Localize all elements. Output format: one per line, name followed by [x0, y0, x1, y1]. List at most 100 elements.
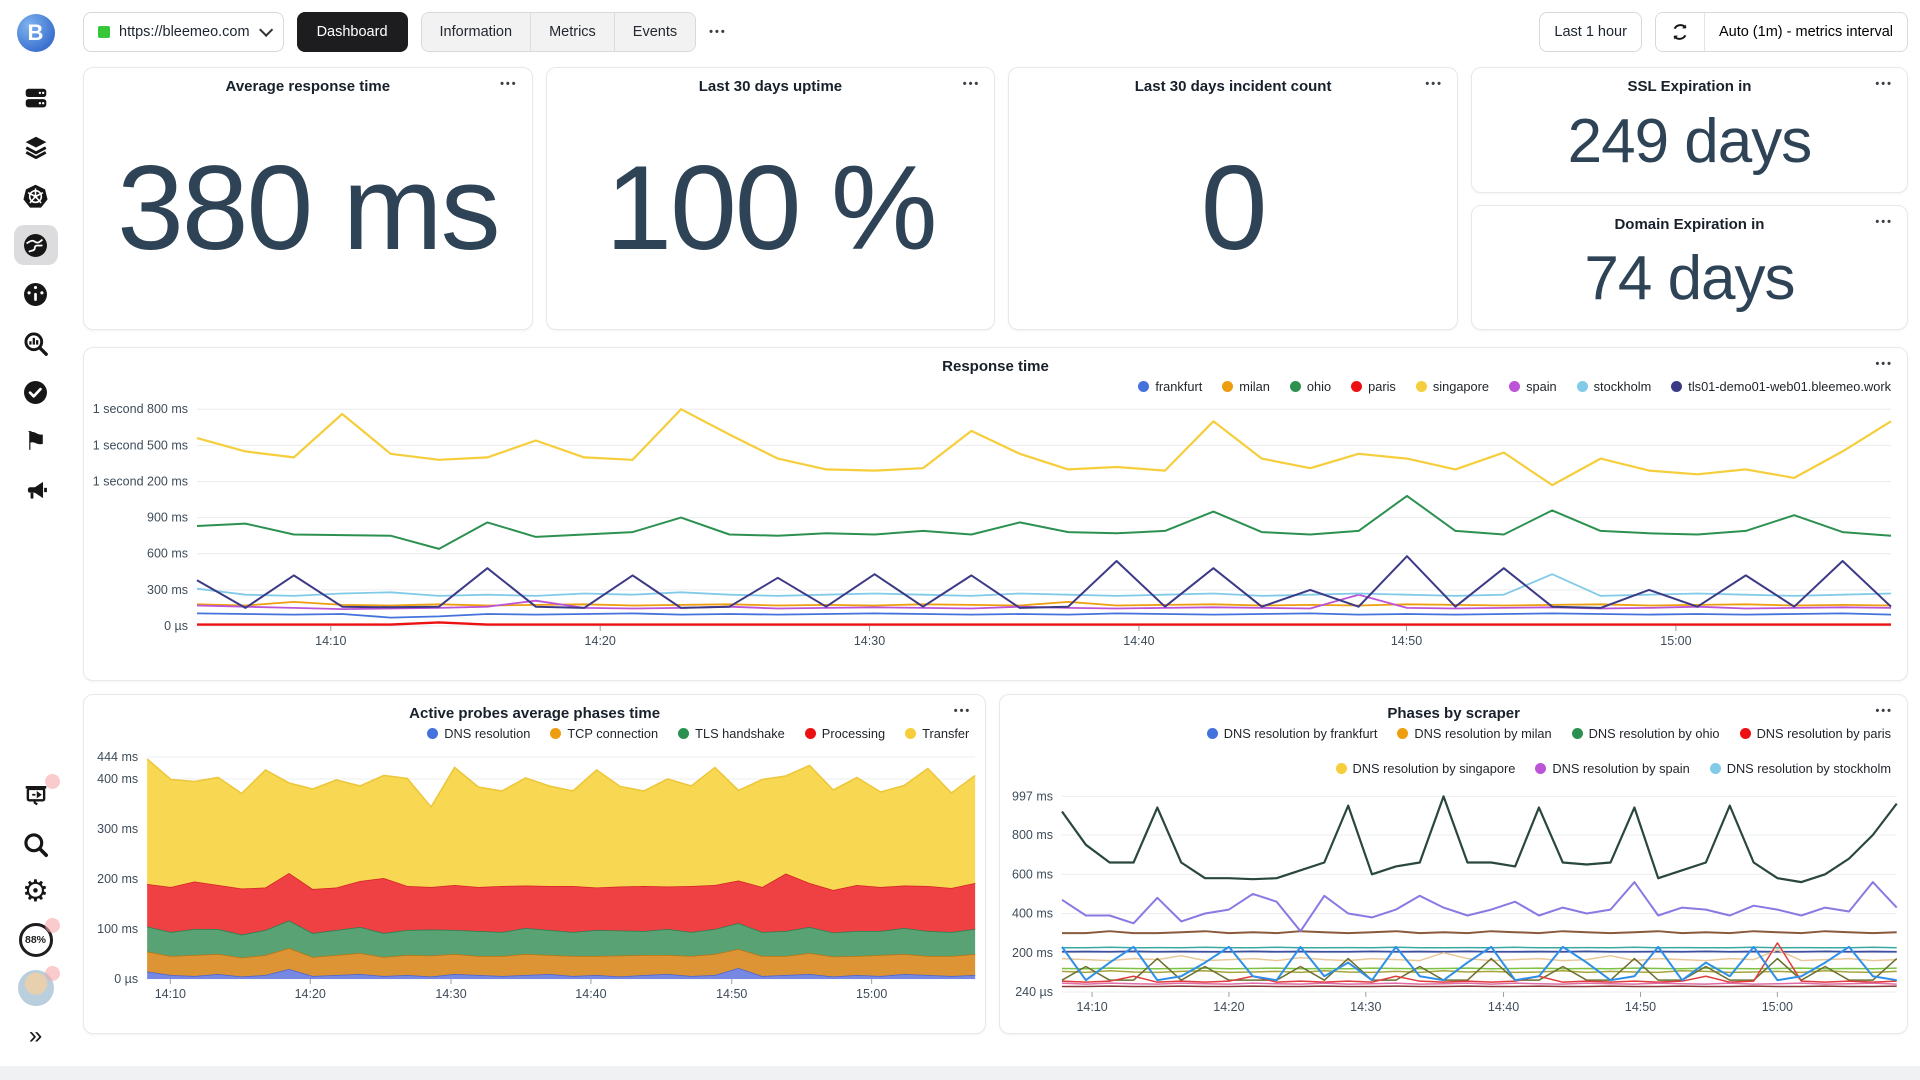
legend-item[interactable]: Processing — [804, 726, 885, 741]
svg-text:300 ms: 300 ms — [97, 822, 138, 836]
svg-text:800 ms: 800 ms — [1012, 828, 1053, 842]
card-menu-button[interactable]: ••• — [500, 78, 518, 90]
legend-dot — [1222, 381, 1234, 392]
legend-item[interactable]: ohio — [1289, 379, 1331, 394]
sidebar-item-dashboards[interactable] — [14, 274, 58, 314]
legend-item[interactable]: DNS resolution by stockholm — [1709, 761, 1891, 776]
sidebar-collapse-button[interactable]: » — [14, 1016, 58, 1056]
active-probes-chart[interactable]: 444 ms 400 ms 300 ms 200 ms 100 ms 0 µs 14:10 1… — [84, 741, 985, 1005]
gear-icon: ⚙ — [22, 875, 49, 908]
sidebar-bottom: ⚙ 88% » — [14, 774, 60, 1056]
legend-item[interactable]: DNS resolution by spain — [1535, 761, 1690, 776]
sidebar: B — [0, 0, 71, 1066]
svg-text:200 ms: 200 ms — [97, 872, 138, 886]
card-menu-button[interactable]: ••• — [1425, 78, 1443, 90]
svg-text:400 ms: 400 ms — [97, 772, 138, 786]
sidebar-item-flags[interactable]: ⚑ — [14, 421, 58, 461]
legend-dot — [1351, 381, 1363, 392]
legend-item[interactable]: DNS resolution by milan — [1397, 726, 1552, 741]
more-tabs-button[interactable]: ••• — [709, 25, 727, 38]
sidebar-item-web-monitoring[interactable] — [13, 225, 58, 265]
legend-dot — [1709, 763, 1721, 774]
svg-text:14:20: 14:20 — [1214, 1000, 1245, 1014]
legend-dot — [1397, 728, 1409, 739]
legend-item[interactable]: tls01-demo01-web01.bleemeo.work — [1671, 379, 1891, 394]
legend-item[interactable]: DNS resolution by paris — [1739, 726, 1891, 741]
legend-item[interactable]: milan — [1222, 379, 1270, 394]
sidebar-item-settings[interactable]: ⚙ — [14, 872, 58, 912]
svg-text:14:20: 14:20 — [585, 634, 616, 648]
legend-dot — [1739, 728, 1751, 739]
response-time-panel: Response time ••• frankfurt milan ohio pari… — [83, 347, 1908, 681]
legend-item[interactable]: DNS resolution by singapore — [1335, 761, 1515, 776]
svg-text:0 µs: 0 µs — [114, 972, 138, 986]
sidebar-item-usage[interactable]: 88% — [14, 918, 60, 960]
response-time-chart[interactable]: 1 second 800 ms 1 second 500 ms 1 second 2… — [84, 394, 1907, 652]
svg-text:400 ms: 400 ms — [1012, 906, 1053, 920]
card-menu-button[interactable]: ••• — [953, 705, 972, 717]
main-content: https://bleemeo.com Dashboard Informatio… — [71, 0, 1920, 1066]
legend-item[interactable]: Transfer — [905, 726, 969, 741]
time-range-button[interactable]: Last 1 hour — [1539, 11, 1642, 52]
refresh-group: Auto (1m) - metrics interval — [1654, 11, 1908, 52]
tab-dashboard[interactable]: Dashboard — [296, 11, 408, 52]
site-selector[interactable]: https://bleemeo.com — [83, 11, 284, 52]
sidebar-item-announcements[interactable] — [14, 470, 58, 510]
kpi-value: 0 — [1200, 141, 1268, 275]
sidebar-item-containers[interactable] — [14, 127, 58, 167]
svg-text:1 second 500 ms: 1 second 500 ms — [93, 438, 188, 452]
sidebar-item-tour[interactable] — [14, 774, 60, 816]
bleemeo-logo[interactable]: B — [16, 14, 55, 52]
panel-title: Phases by scraper — [1387, 705, 1520, 722]
phases-by-scraper-chart[interactable]: 997 ms 800 ms 600 ms 400 ms 200 ms 240 µs 14:1… — [1000, 776, 1907, 1018]
flag-icon: ⚑ — [23, 426, 48, 456]
sidebar-item-metrics-explorer[interactable] — [14, 323, 58, 363]
kpi-card-domain: Domain Expiration in ••• 74 days — [1470, 204, 1908, 330]
kpi-value: 380 ms — [117, 141, 501, 275]
legend-item[interactable]: TCP connection — [550, 726, 658, 741]
legend-dot — [678, 728, 690, 739]
legend-item[interactable]: spain — [1509, 379, 1557, 394]
svg-text:200 ms: 200 ms — [1012, 946, 1053, 960]
legend-dot — [427, 728, 439, 739]
svg-text:15:00: 15:00 — [1660, 634, 1691, 648]
card-menu-button[interactable]: ••• — [962, 78, 981, 90]
card-menu-button[interactable]: ••• — [1875, 78, 1893, 90]
legend-item[interactable]: DNS resolution — [427, 726, 530, 741]
svg-text:100 ms: 100 ms — [97, 922, 138, 936]
bottom-strip — [0, 1066, 1920, 1080]
sidebar-item-checks[interactable] — [14, 372, 58, 412]
svg-text:14:20: 14:20 — [295, 987, 326, 1001]
legend-item[interactable]: DNS resolution by ohio — [1571, 726, 1720, 741]
legend-item[interactable]: TLS handshake — [678, 726, 785, 741]
legend-item[interactable]: frankfurt — [1138, 379, 1202, 394]
kpi-value: 249 days — [1567, 106, 1813, 176]
bottom-row: Active probes average phases time ••• DN… — [83, 694, 1908, 1034]
kpi-card-response-time: Average response time ••• 380 ms — [83, 67, 533, 330]
svg-text:14:50: 14:50 — [1391, 634, 1422, 648]
legend-item[interactable]: singapore — [1415, 379, 1489, 394]
metrics-interval-button[interactable]: Auto (1m) - metrics interval — [1703, 12, 1907, 51]
sidebar-item-servers[interactable] — [14, 78, 58, 118]
site-url: https://bleemeo.com — [119, 23, 250, 40]
card-menu-button[interactable]: ••• — [1875, 358, 1893, 370]
legend-item[interactable]: stockholm — [1576, 379, 1651, 394]
card-menu-button[interactable]: ••• — [1875, 215, 1893, 228]
sidebar-nav: ⚑ — [13, 78, 58, 510]
card-menu-button[interactable]: ••• — [1875, 705, 1893, 717]
panel-title: Active probes average phases time — [409, 705, 661, 722]
legend-item[interactable]: DNS resolution by frankfurt — [1206, 726, 1377, 741]
sidebar-item-kubernetes[interactable] — [14, 176, 58, 216]
sidebar-item-profile[interactable] — [14, 966, 60, 1008]
svg-text:1 second 800 ms: 1 second 800 ms — [93, 402, 188, 416]
gauge-icon — [24, 282, 47, 306]
tab-metrics[interactable]: Metrics — [530, 12, 614, 51]
tab-events[interactable]: Events — [613, 12, 696, 51]
legend-dot — [1576, 381, 1588, 392]
legend-item[interactable]: paris — [1351, 379, 1396, 394]
tab-information[interactable]: Information — [421, 12, 531, 51]
response-time-legend: frankfurt milan ohio paris singapore spain sto… — [84, 377, 1907, 394]
legend-dot — [1289, 381, 1301, 392]
sidebar-item-search[interactable] — [14, 824, 58, 864]
refresh-button[interactable] — [1655, 12, 1704, 51]
